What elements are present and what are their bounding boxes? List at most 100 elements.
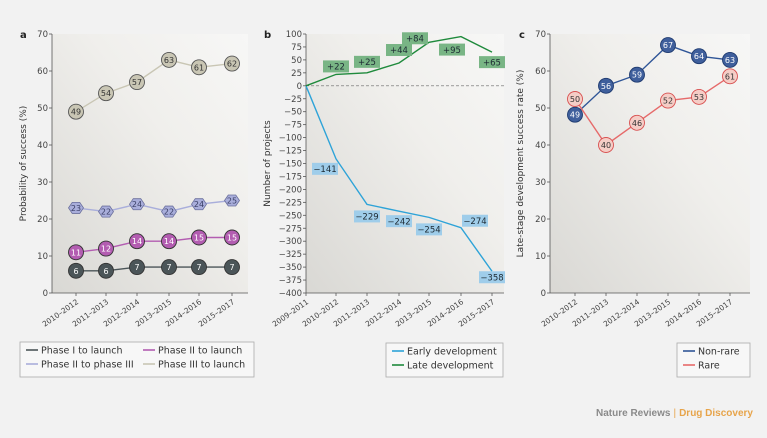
data-label-box (479, 56, 505, 69)
data-label: 46 (632, 119, 642, 128)
data-point (129, 233, 145, 250)
y-tick-label: 10 (37, 252, 48, 262)
legend-label: Early development (407, 347, 497, 358)
data-label: 57 (132, 78, 142, 87)
data-label: −229 (355, 213, 378, 223)
data-label: 22 (101, 208, 111, 217)
panel-a: a 0 10 20 30 40 50 60 70 Probability of success (… (19, 30, 255, 378)
legend-label: Late development (407, 361, 494, 372)
separator: | (673, 408, 677, 419)
data-point (161, 51, 177, 68)
data-point (691, 88, 707, 105)
data-label: 6 (103, 267, 108, 276)
data-point (722, 68, 738, 85)
y-tick-label: −275 (279, 224, 302, 234)
data-label: 49 (71, 108, 81, 117)
y-tick-label: 20 (535, 215, 546, 225)
data-label: 49 (570, 111, 580, 120)
data-point (68, 244, 84, 261)
data-label-box (386, 44, 412, 57)
y-tick-label: 25 (291, 69, 302, 79)
y-tick-label: −350 (279, 263, 302, 273)
data-label: 7 (196, 263, 201, 272)
y-tick-label: −100 (279, 134, 302, 144)
y-tick-label: 70 (535, 30, 546, 40)
data-label: 63 (725, 56, 735, 65)
data-point (660, 92, 676, 109)
data-point-hexagon (224, 194, 240, 207)
data-point (129, 259, 145, 276)
data-point (161, 233, 177, 250)
data-label: −358 (480, 273, 503, 283)
data-label: +44 (390, 46, 408, 56)
y-tick-label: −75 (284, 121, 302, 131)
data-point (567, 91, 583, 107)
y-tick-label: −300 (279, 237, 302, 247)
data-label-box (416, 223, 442, 236)
y-tick-label: −50 (284, 108, 302, 118)
data-point (98, 240, 114, 257)
data-label: 7 (134, 263, 139, 272)
data-point (598, 137, 614, 153)
data-point (691, 48, 707, 65)
series-line-late-development (305, 35, 493, 87)
data-label: +65 (483, 58, 501, 68)
data-label: 54 (101, 89, 111, 98)
legend-box (385, 342, 504, 378)
data-label-box (386, 215, 412, 228)
data-point-hexagon (129, 198, 145, 211)
data-point (567, 106, 583, 123)
data-label: 11 (71, 248, 81, 257)
y-tick-label: 50 (535, 104, 546, 114)
data-label: 63 (164, 56, 174, 65)
y-tick-label: −250 (279, 211, 302, 221)
y-tick-label: −200 (279, 185, 302, 195)
panel-letter: b (264, 30, 271, 41)
data-point (629, 66, 645, 83)
legend-box (676, 342, 751, 378)
y-tick-label: 60 (37, 67, 48, 77)
data-label: −242 (387, 217, 410, 227)
y-tick-label: 0 (43, 289, 48, 299)
data-point (161, 259, 177, 276)
legend-label: Non-rare (698, 347, 740, 358)
y-tick-label: 20 (37, 215, 48, 225)
data-point-hexagon (161, 205, 177, 218)
data-label: 15 (194, 234, 204, 243)
data-label: 52 (663, 97, 673, 106)
data-point (629, 114, 645, 131)
y-tick-label: 0 (297, 82, 302, 92)
y-tick-label: −125 (279, 147, 302, 157)
y-axis-title: Late-stage development success rate (%) (516, 70, 526, 258)
journal-section: Drug Discovery (679, 408, 753, 419)
y-tick-label: 60 (535, 67, 546, 77)
y-tick-label: 30 (535, 178, 546, 188)
data-label-box (439, 43, 465, 56)
legend-label: Rare (698, 361, 720, 372)
plot-area (52, 34, 248, 293)
data-label: 59 (632, 71, 642, 80)
data-label: 53 (694, 93, 704, 102)
data-label: 50 (570, 95, 580, 104)
data-point (598, 77, 614, 94)
panel-c: c 0 10 20 30 40 50 60 70 Late-stage development s… (516, 30, 751, 378)
y-axis-title: Probability of success (%) (19, 106, 29, 222)
legend-box (19, 341, 255, 378)
data-point (68, 262, 84, 279)
data-point (660, 37, 676, 54)
y-tick-label: 100 (286, 30, 302, 40)
data-label: −274 (463, 217, 486, 227)
x-tick-label: 2015–2017 (197, 297, 237, 329)
data-point (224, 55, 240, 72)
legend-label: Phase III to launch (158, 360, 245, 371)
y-tick-label: −25 (284, 95, 302, 105)
y-tick-label: 50 (37, 104, 48, 114)
data-label-box (354, 55, 380, 68)
data-label: −141 (313, 165, 336, 175)
data-label: 22 (164, 208, 174, 217)
data-label: 24 (132, 200, 142, 209)
data-label: 14 (164, 237, 174, 246)
data-point (129, 74, 145, 91)
data-label: +95 (443, 46, 461, 56)
